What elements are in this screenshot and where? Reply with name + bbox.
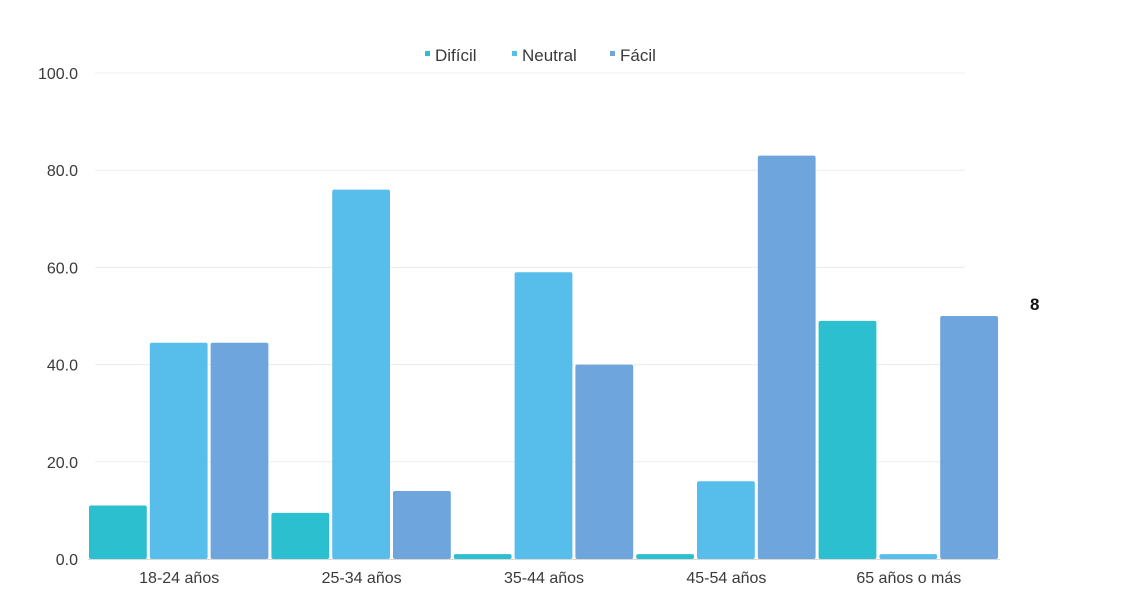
bar-f-cil-2 (575, 365, 633, 559)
bar-neutral-3 (697, 481, 755, 559)
x-category-label: 45-54 años (686, 570, 766, 587)
x-category-label: 18-24 años (139, 570, 219, 587)
bar-neutral-2 (515, 272, 573, 559)
bar-neutral-0 (150, 343, 208, 559)
x-axis-categories: 18-24 años 25-34 años 35-44 años 45-54 años… (139, 570, 961, 587)
bar-neutral-4 (879, 554, 937, 559)
bar-dif-cil-1 (271, 513, 329, 559)
legend: Difícil Neutral Fácil (425, 46, 656, 65)
legend-marker (425, 51, 430, 56)
bar-dif-cil-2 (454, 554, 512, 559)
bar-dif-cil-4 (819, 321, 877, 559)
y-tick-label: 80.0 (47, 163, 78, 180)
bars (89, 156, 998, 559)
y-axis-ticks: 0.0 20.0 40.0 60.0 80.0 100.0 (38, 66, 78, 569)
bar-f-cil-1 (393, 491, 451, 559)
legend-label: Neutral (522, 46, 577, 65)
x-category-label: 35-44 años (504, 570, 584, 587)
bar-neutral-1 (332, 190, 390, 559)
bar-dif-cil-0 (89, 506, 147, 559)
bar-f-cil-4 (940, 316, 998, 559)
side-annotation: 8 (1030, 295, 1039, 314)
y-tick-label: 20.0 (47, 455, 78, 472)
legend-label: Difícil (435, 46, 477, 65)
legend-marker (512, 51, 517, 56)
x-category-label: 65 años o más (856, 570, 961, 587)
x-category-label: 25-34 años (322, 570, 402, 587)
y-tick-label: 60.0 (47, 260, 78, 277)
bar-dif-cil-3 (636, 554, 694, 559)
bar-f-cil-3 (758, 156, 816, 559)
legend-label: Fácil (620, 46, 656, 65)
bar-f-cil-0 (211, 343, 269, 559)
y-tick-label: 0.0 (56, 552, 78, 569)
legend-marker (610, 51, 615, 56)
y-tick-label: 100.0 (38, 66, 78, 83)
y-tick-label: 40.0 (47, 358, 78, 375)
